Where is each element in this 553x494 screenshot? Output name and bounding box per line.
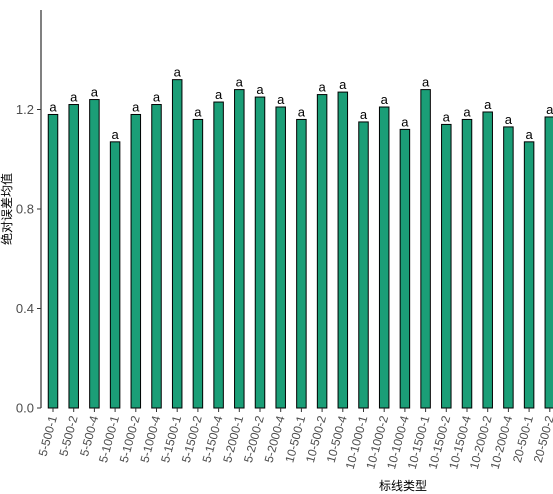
bar bbox=[254, 96, 266, 409]
bar bbox=[523, 141, 535, 409]
data-label: a bbox=[484, 97, 492, 112]
bar bbox=[130, 113, 142, 409]
bar bbox=[461, 118, 473, 409]
bar bbox=[213, 101, 224, 409]
bar bbox=[109, 141, 121, 409]
data-label: a bbox=[339, 77, 347, 92]
bar bbox=[482, 111, 493, 409]
bar bbox=[316, 94, 328, 409]
bar bbox=[337, 91, 349, 409]
bar bbox=[358, 121, 369, 409]
data-label: a bbox=[49, 99, 57, 114]
data-label: a bbox=[525, 127, 533, 142]
y-tick-label: 0.4 bbox=[16, 301, 34, 316]
data-label: a bbox=[298, 104, 306, 119]
x-axis-title: 标线类型 bbox=[379, 479, 427, 493]
data-label: a bbox=[256, 82, 264, 97]
data-label: a bbox=[505, 112, 513, 127]
data-label: a bbox=[91, 85, 99, 100]
y-axis-title: 绝对误差均值 bbox=[0, 173, 14, 245]
data-label: a bbox=[463, 104, 471, 119]
bar bbox=[171, 79, 183, 409]
y-tick-label: 0.8 bbox=[16, 202, 34, 217]
bar bbox=[420, 89, 431, 409]
bar bbox=[234, 89, 245, 409]
bar bbox=[151, 104, 162, 409]
data-label: a bbox=[546, 102, 553, 117]
bar bbox=[68, 104, 79, 409]
data-label: a bbox=[277, 92, 285, 107]
data-label: a bbox=[194, 104, 202, 119]
data-label: a bbox=[401, 114, 409, 129]
bar bbox=[47, 113, 59, 409]
data-label: a bbox=[381, 92, 389, 107]
bar bbox=[399, 128, 411, 409]
data-label: a bbox=[153, 90, 161, 105]
y-axis-ticks: 0.0 0.4 0.8 1.2 bbox=[16, 102, 41, 416]
data-label: a bbox=[111, 127, 119, 142]
bar bbox=[441, 123, 452, 409]
data-label: a bbox=[360, 107, 368, 122]
data-label: a bbox=[443, 109, 451, 124]
bar bbox=[192, 118, 204, 409]
bar bbox=[378, 106, 390, 409]
bar bbox=[544, 116, 553, 409]
bar bbox=[89, 99, 100, 409]
data-label: a bbox=[215, 87, 223, 102]
y-tick-label: 0.0 bbox=[16, 401, 34, 416]
bar bbox=[296, 118, 307, 409]
data-label: a bbox=[236, 75, 244, 90]
x-axis-ticks: 5-500-15-500-25-500-45-1000-15-1000-25-1… bbox=[36, 408, 553, 471]
data-label: a bbox=[318, 80, 326, 95]
data-label: a bbox=[132, 99, 140, 114]
bar bbox=[275, 106, 286, 409]
bars bbox=[47, 79, 553, 409]
data-label: a bbox=[174, 65, 182, 80]
data-label: a bbox=[70, 90, 78, 105]
y-tick-label: 1.2 bbox=[16, 102, 34, 117]
data-label: a bbox=[422, 75, 430, 90]
bar bbox=[503, 126, 514, 409]
